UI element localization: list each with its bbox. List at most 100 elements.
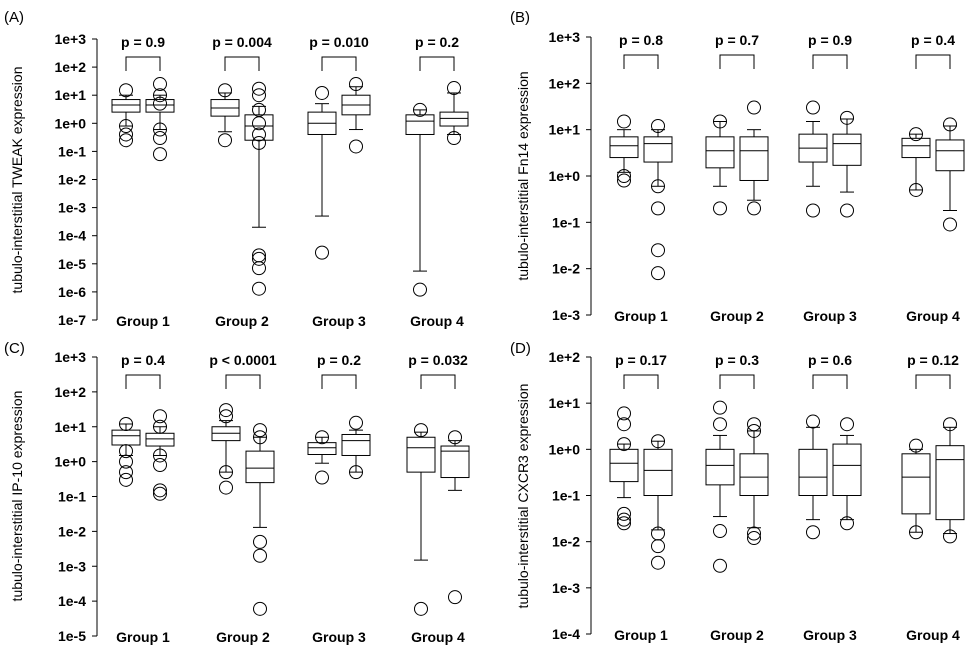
outlier-point [747, 417, 761, 432]
outlier-point [252, 102, 266, 117]
outlier-point [617, 169, 631, 183]
y-tick-label: 1e+3 [548, 29, 580, 45]
p-value-label: p = 0.9 [121, 34, 165, 50]
significance-bracket [125, 374, 161, 389]
iqr-box [111, 99, 141, 113]
box-left [111, 83, 141, 148]
outlier-point [153, 77, 167, 92]
p-value-label: p = 0.17 [615, 352, 667, 368]
iqr-box [609, 136, 639, 159]
outlier-point [651, 434, 665, 449]
significance-bracket [125, 56, 161, 71]
y-tick-label: 1e+2 [54, 384, 86, 400]
outlier-point [806, 100, 820, 115]
iqr-box [406, 436, 436, 473]
iqr-box [145, 99, 175, 113]
outlier-point [414, 601, 428, 616]
box-right [643, 118, 673, 281]
outlier-point [713, 524, 727, 539]
y-tick-label: 1e+0 [54, 454, 86, 470]
p-value-label: p = 0.2 [317, 352, 361, 368]
y-axis-title: tubulo-interstitial IP-10 expression [9, 391, 25, 602]
y-tick-label: 1e+1 [548, 122, 580, 138]
outlier-point [119, 83, 133, 98]
outlier-point [651, 266, 665, 281]
outlier-point [840, 110, 854, 125]
box-right [341, 77, 371, 154]
outlier-point [943, 529, 957, 544]
outlier-point [413, 102, 427, 117]
outlier-point [252, 248, 266, 263]
outlier-point [806, 203, 820, 218]
outlier-point [153, 486, 167, 501]
outlier-point [219, 480, 233, 495]
significance-bracket [812, 374, 848, 389]
p-value-label: p = 0.2 [415, 34, 459, 50]
significance-bracket [321, 374, 357, 389]
outlier-point [448, 590, 462, 605]
outlier-point [943, 217, 957, 232]
box-left [798, 100, 828, 218]
y-tick-label: 1e-3 [552, 580, 580, 596]
iqr-box [643, 448, 673, 497]
outlier-point [651, 243, 665, 258]
iqr-box [307, 442, 337, 456]
outlier-point [909, 182, 923, 197]
panel-3: (C) tubulo-interstitial IP-10 expression 1… [4, 340, 470, 645]
box-right [145, 409, 175, 501]
y-tick-label: 1e-7 [58, 312, 86, 328]
outlier-point [617, 516, 631, 531]
box-left [211, 403, 241, 495]
box-left [111, 416, 141, 487]
iqr-box [705, 448, 735, 486]
outlier-point [315, 470, 329, 485]
outlier-point [651, 526, 665, 541]
significance-bracket [420, 374, 456, 389]
outlier-point [806, 525, 820, 540]
significance-bracket [915, 374, 951, 389]
outlier-point [651, 555, 665, 570]
outlier-point [315, 430, 329, 445]
box-left [307, 85, 337, 260]
outlier-point [447, 81, 461, 96]
outlier-point [219, 409, 233, 424]
panel-2: (B) tubulo-interstitial Fn14 expression 1e… [510, 9, 965, 324]
outlier-point [153, 130, 167, 145]
outlier-point [943, 417, 957, 432]
outlier-point [713, 201, 727, 216]
group-label: Group 1 [116, 629, 170, 645]
outlier-point [713, 417, 727, 432]
outlier-point [153, 483, 167, 498]
significance-bracket [915, 54, 951, 69]
iqr-box [145, 432, 175, 447]
outlier-point [651, 179, 665, 194]
box-left [406, 423, 436, 616]
box-left [609, 114, 639, 188]
outlier-point [448, 430, 462, 445]
outlier-point [909, 438, 923, 453]
outlier-point [349, 415, 363, 430]
group-label: Group 4 [906, 308, 960, 324]
group-label: Group 1 [614, 308, 668, 324]
significance-bracket [623, 374, 659, 389]
outlier-point [119, 119, 133, 134]
outlier-point [218, 133, 232, 148]
significance-bracket [321, 56, 357, 71]
outlier-point [119, 416, 133, 431]
y-tick-label: 1e+2 [548, 349, 580, 365]
y-tick-label: 1e+3 [54, 349, 86, 365]
y-tick-label: 1e+1 [54, 419, 86, 435]
outlier-point [713, 114, 727, 129]
outlier-point [119, 127, 133, 142]
significance-bracket [224, 56, 260, 71]
outlier-point [840, 203, 854, 218]
group-label: Group 3 [312, 313, 366, 329]
outlier-point [119, 133, 133, 148]
y-tick-label: 1e-1 [58, 143, 86, 159]
y-tick-label: 1e+1 [54, 87, 86, 103]
group-label: Group 2 [710, 627, 764, 643]
group-label: Group 2 [710, 308, 764, 324]
iqr-box [935, 139, 965, 172]
panel-label: (A) [4, 9, 24, 26]
outlier-point [253, 430, 267, 445]
